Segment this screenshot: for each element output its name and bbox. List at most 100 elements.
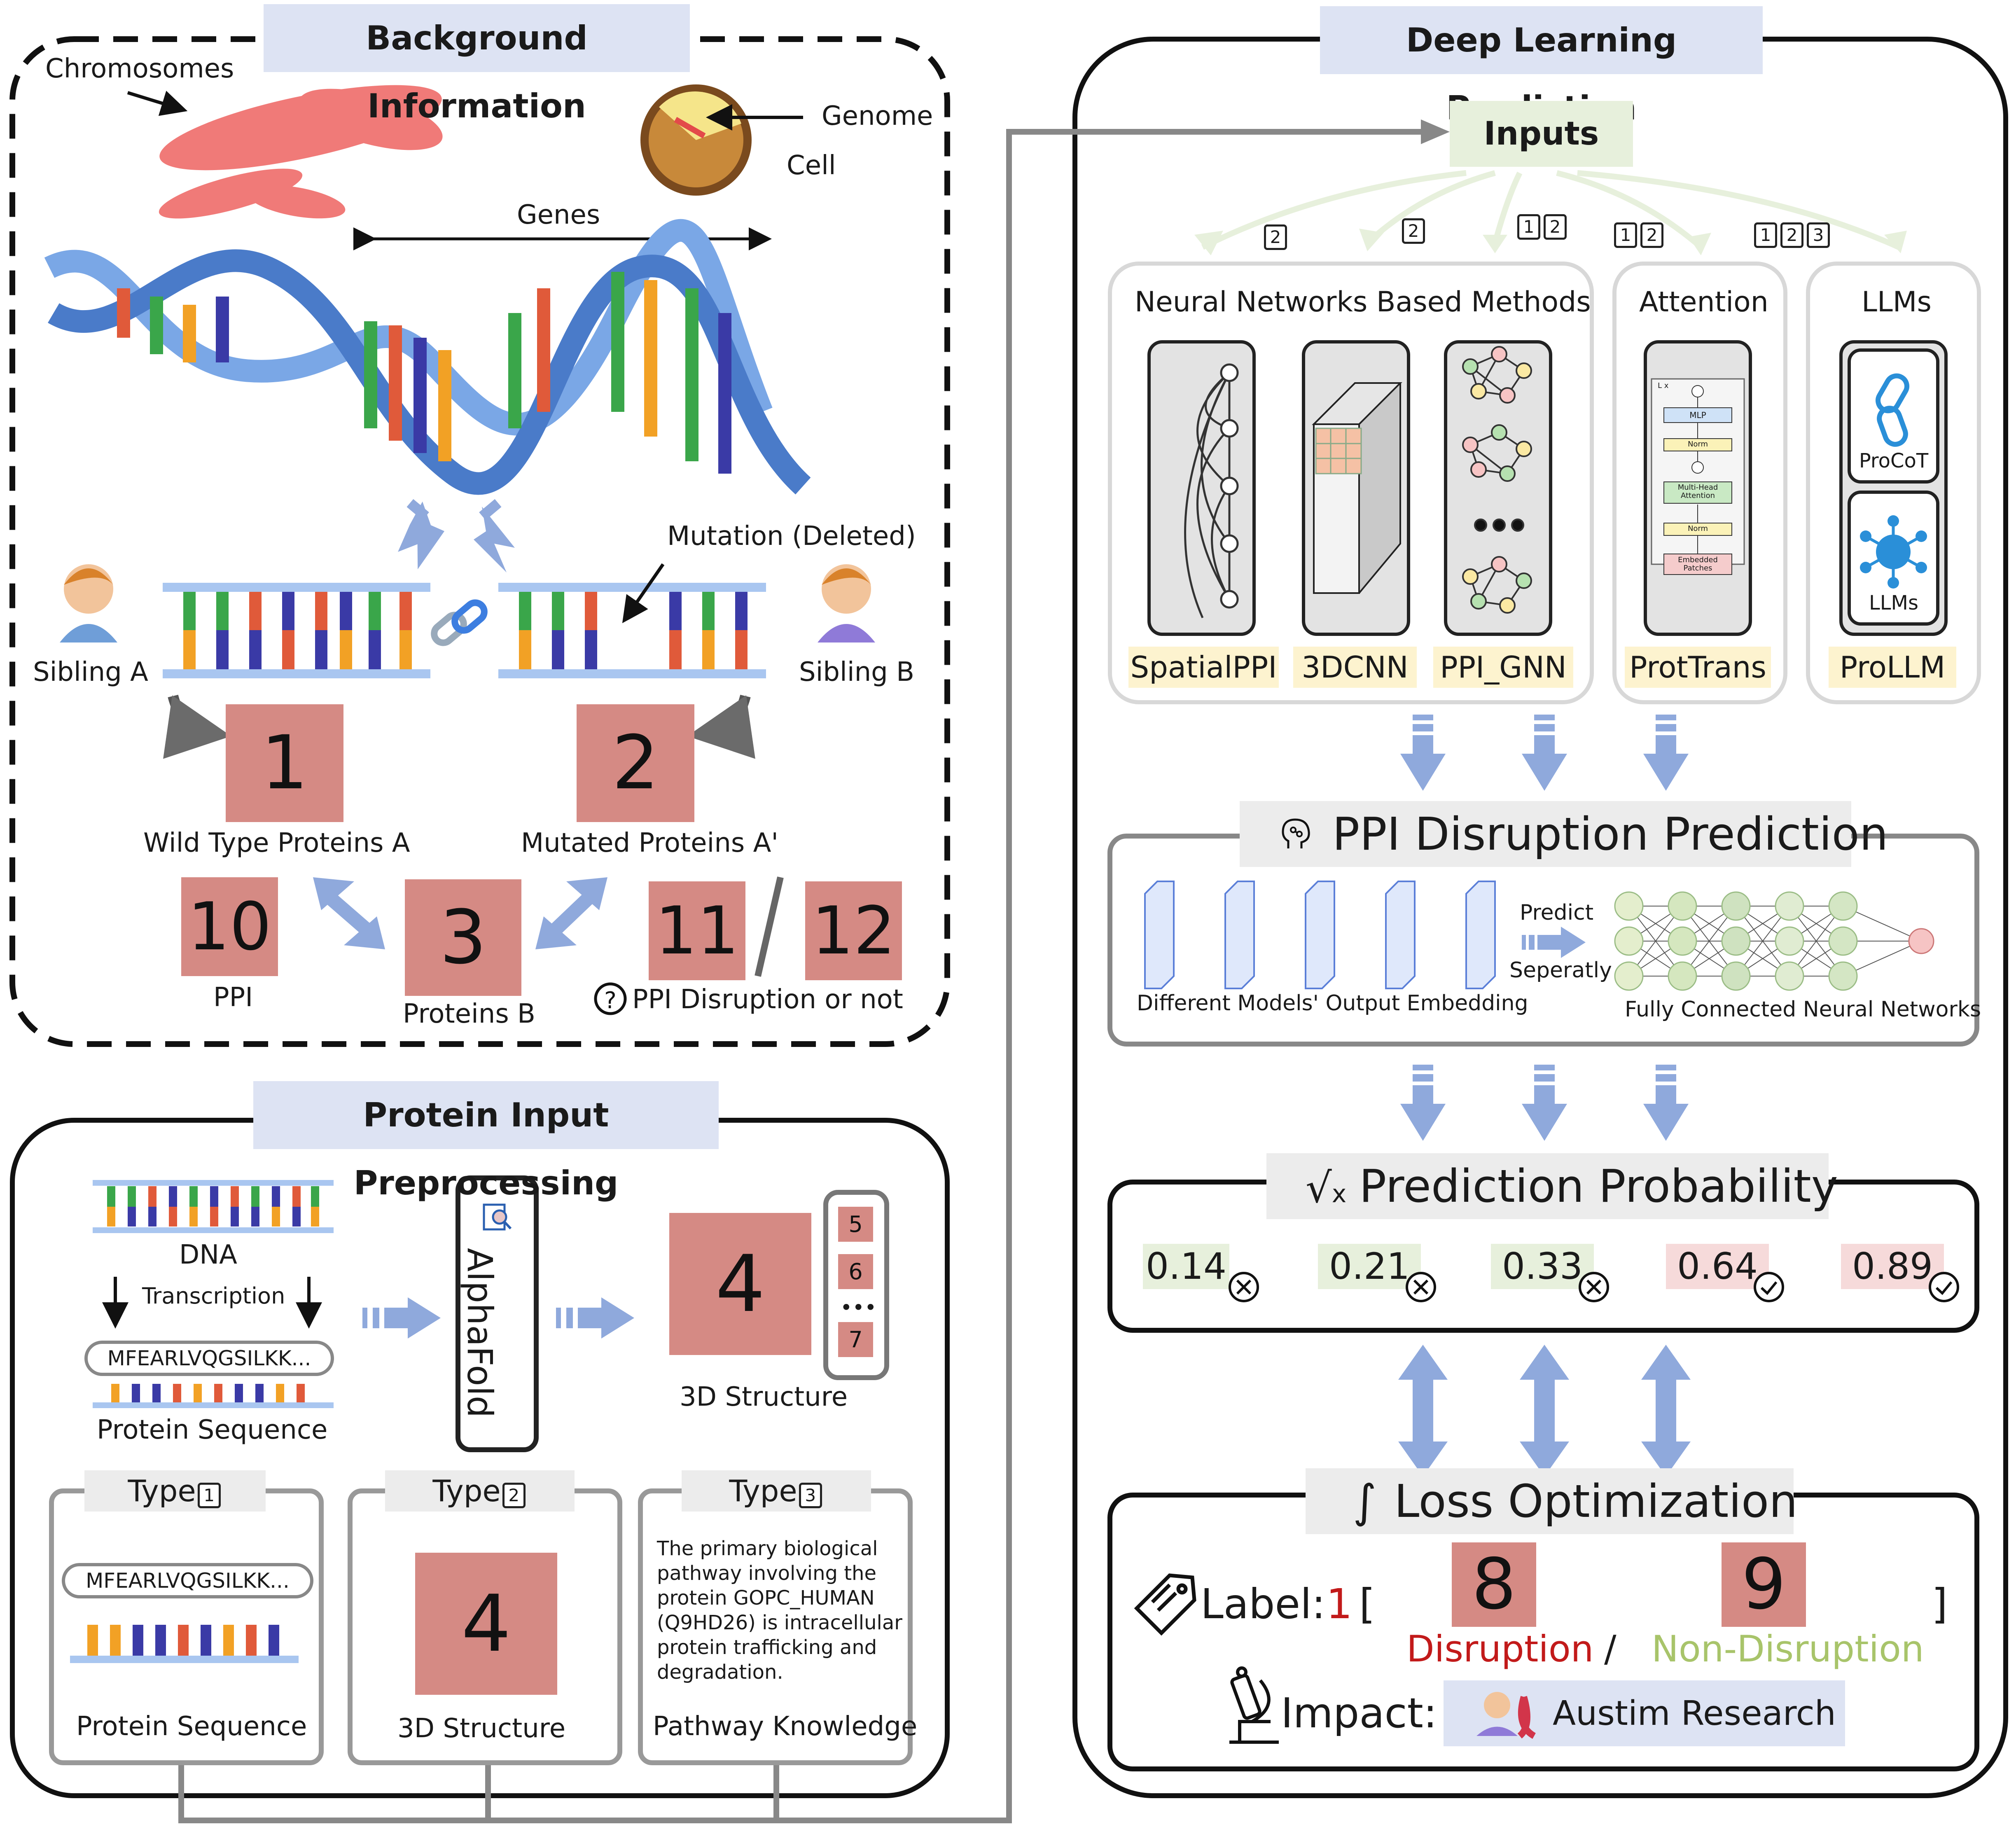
prob-header: √x Prediction Probability xyxy=(1266,1153,1838,1219)
autism-label: Austim Research xyxy=(1553,1694,1836,1733)
brain-head-icon xyxy=(1277,815,1314,853)
prob-value-4: 0.64 xyxy=(1666,1244,1769,1289)
ppi-disruption-label: PPI Disruption or not xyxy=(632,984,903,1015)
ppi-pred-header: PPI Disruption Prediction xyxy=(1240,801,1888,867)
3d-structure-label: 3D Structure xyxy=(680,1382,848,1412)
type3-header: Type 3 xyxy=(682,1470,871,1512)
struct-square-5: 5 xyxy=(838,1207,873,1242)
chain-icon xyxy=(1876,373,1909,447)
embedding-columns xyxy=(1144,881,1496,989)
genome-label: Genome xyxy=(822,101,933,131)
model-prollm: ProLLM xyxy=(1829,647,1956,688)
down-arrows-row1 xyxy=(1400,715,1689,791)
fcnn-node xyxy=(1721,926,1751,956)
fcnn-edge xyxy=(1736,906,1790,977)
type2-badge: 2 xyxy=(502,1483,526,1508)
transformer-mha: Multi-Head Attention xyxy=(1677,483,1718,500)
spatialppi-card xyxy=(1147,340,1256,636)
transformer-diagram xyxy=(1651,378,1745,575)
llm-group-box xyxy=(1806,262,1981,704)
label-open-bracket: [ xyxy=(1359,1580,1376,1628)
struct-square-4: 4 xyxy=(669,1213,811,1355)
transformer-norm2: Norm xyxy=(1687,524,1708,533)
loss-title: Loss Optimization xyxy=(1394,1475,1798,1528)
badge: 1 xyxy=(1754,222,1777,248)
input-badges-1: 2 xyxy=(1262,224,1289,250)
disruption-label: Disruption xyxy=(1406,1628,1594,1670)
badge: 3 xyxy=(1807,222,1830,248)
type1-sequence-pill: MFEARLVQGSILKK... xyxy=(62,1563,313,1598)
input-arrows xyxy=(1201,170,1900,250)
struct-ellipsis: ••• xyxy=(840,1296,877,1320)
type1-header: Type 1 xyxy=(84,1470,266,1512)
model-ppi-gnn: PPI_GNN xyxy=(1433,647,1573,688)
attention-group-box xyxy=(1612,262,1787,704)
predict-arrow xyxy=(1522,927,1586,958)
double-arrows-vertical xyxy=(1398,1345,1691,1477)
badge: 1 xyxy=(1614,222,1637,248)
number-square-3: 3 xyxy=(405,879,521,996)
network-icon xyxy=(1860,515,1927,589)
number-square-8: 8 xyxy=(1452,1542,1536,1627)
spatialppi-graph xyxy=(1184,372,1231,619)
prob-value-1: 0.14 xyxy=(1143,1244,1229,1289)
cross-icon xyxy=(1404,1271,1437,1305)
transformer-lx: L x xyxy=(1658,381,1669,390)
deep-learning-title: Deep Learning Prediction xyxy=(1320,6,1763,127)
alphafold-label: AlphaFold xyxy=(460,1248,500,1418)
integral-icon: ∫ xyxy=(1353,1475,1377,1528)
svg-text:?: ? xyxy=(604,987,617,1014)
dna-label: DNA xyxy=(179,1240,237,1270)
type3-badge: 3 xyxy=(799,1483,822,1508)
badge: 2 xyxy=(1780,222,1803,248)
cell-label: Cell xyxy=(787,150,836,181)
chromosome-illustration xyxy=(159,85,443,219)
prep-arrow-1 xyxy=(362,1297,441,1339)
gene-strand-b xyxy=(498,583,766,678)
ppi-pred-title: PPI Disruption Prediction xyxy=(1332,808,1888,860)
type3-caption: Pathway Knowledge xyxy=(653,1711,918,1742)
connector-arrowhead xyxy=(1421,119,1450,144)
badge: 2 xyxy=(1640,222,1663,248)
double-arrow-right xyxy=(545,888,598,940)
input-arrowheads xyxy=(1194,229,1907,255)
fcnn-node xyxy=(1828,891,1858,921)
type3-word: Type xyxy=(729,1474,797,1508)
chromosome-pointer xyxy=(127,91,188,116)
type1-seq-bars xyxy=(70,1625,299,1663)
type3-pathway-text: The primary biological pathway involving… xyxy=(657,1537,902,1684)
model-prottrans: ProtTrans xyxy=(1625,647,1771,688)
cell-illustration xyxy=(640,84,752,196)
cross-icon xyxy=(1577,1271,1610,1305)
type2-word: Type xyxy=(432,1474,501,1508)
mutated-label: Mutated Proteins A' xyxy=(521,828,778,858)
check-icon xyxy=(1752,1271,1785,1305)
sibling-b-avatar xyxy=(818,564,875,642)
fcnn-node xyxy=(1668,891,1697,921)
protein-sequence-label: Protein Sequence xyxy=(97,1415,328,1445)
badge: 2 xyxy=(1402,218,1425,244)
number-square-11: 11 xyxy=(649,881,745,980)
3dcnn-block xyxy=(1312,382,1402,594)
fcnn-edge xyxy=(1789,906,1843,977)
badge: 2 xyxy=(1544,214,1567,240)
fcnn-node xyxy=(1775,891,1804,921)
fcnn-output-node xyxy=(1908,928,1934,954)
wild-type-label: Wild Type Proteins A xyxy=(143,828,410,858)
inputs-box: Inputs xyxy=(1450,101,1633,167)
impact-label: Impact: xyxy=(1281,1689,1437,1737)
cross-icon xyxy=(1227,1271,1260,1305)
prob-value-2: 0.21 xyxy=(1318,1244,1421,1289)
alphafold-icon xyxy=(480,1201,513,1234)
genes-label: Genes xyxy=(517,200,600,230)
type2-header: Type 2 xyxy=(385,1470,575,1512)
down-arrows-row2 xyxy=(1400,1065,1689,1141)
model-spatialppi: SpatialPPI xyxy=(1128,647,1279,688)
separately-label: Seperatly xyxy=(1509,958,1612,983)
fcnn-label: Fully Connected Neural Networks xyxy=(1625,997,1981,1022)
input-badges-2: 2 xyxy=(1400,218,1427,244)
fcnn-node xyxy=(1828,926,1858,956)
number-square-2: 2 xyxy=(577,704,694,822)
preprocessing-title: Protein Input Preprocessing xyxy=(253,1081,719,1202)
